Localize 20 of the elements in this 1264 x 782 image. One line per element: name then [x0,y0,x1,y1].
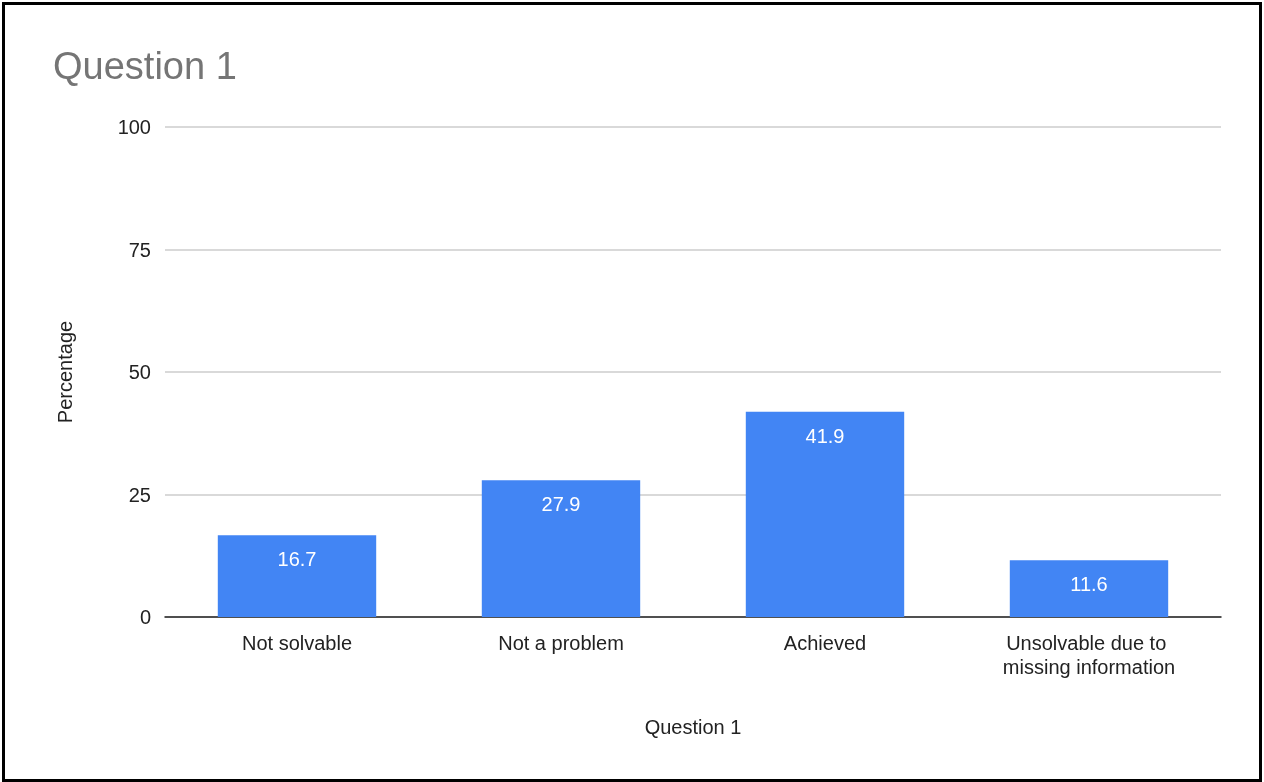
y-tick-label: 50 [128,361,151,383]
y-tick-label: 0 [139,606,151,628]
bar [745,411,905,617]
x-axis-title: Question 1 [644,716,742,738]
data-label: 27.9 [541,493,581,516]
x-tick-label: Not a problem [498,632,624,654]
data-label: 11.6 [1070,573,1108,596]
data-label: 41.9 [805,424,845,447]
x-tick-label: Unsolvable due to missing information [1002,632,1176,678]
data-label: 16.7 [277,548,317,571]
bar [217,535,377,617]
y-axis-title: Percentage [54,320,76,424]
x-tick-label: Achieved [783,632,867,654]
y-tick-label: 100 [117,116,151,138]
y-tick-label: 75 [128,238,151,261]
bar [1009,560,1169,617]
x-tick-label: Not solvable [241,632,353,654]
chart-title: Question 1 [53,45,237,87]
bar [481,480,641,617]
y-tick-label: 25 [128,483,151,506]
